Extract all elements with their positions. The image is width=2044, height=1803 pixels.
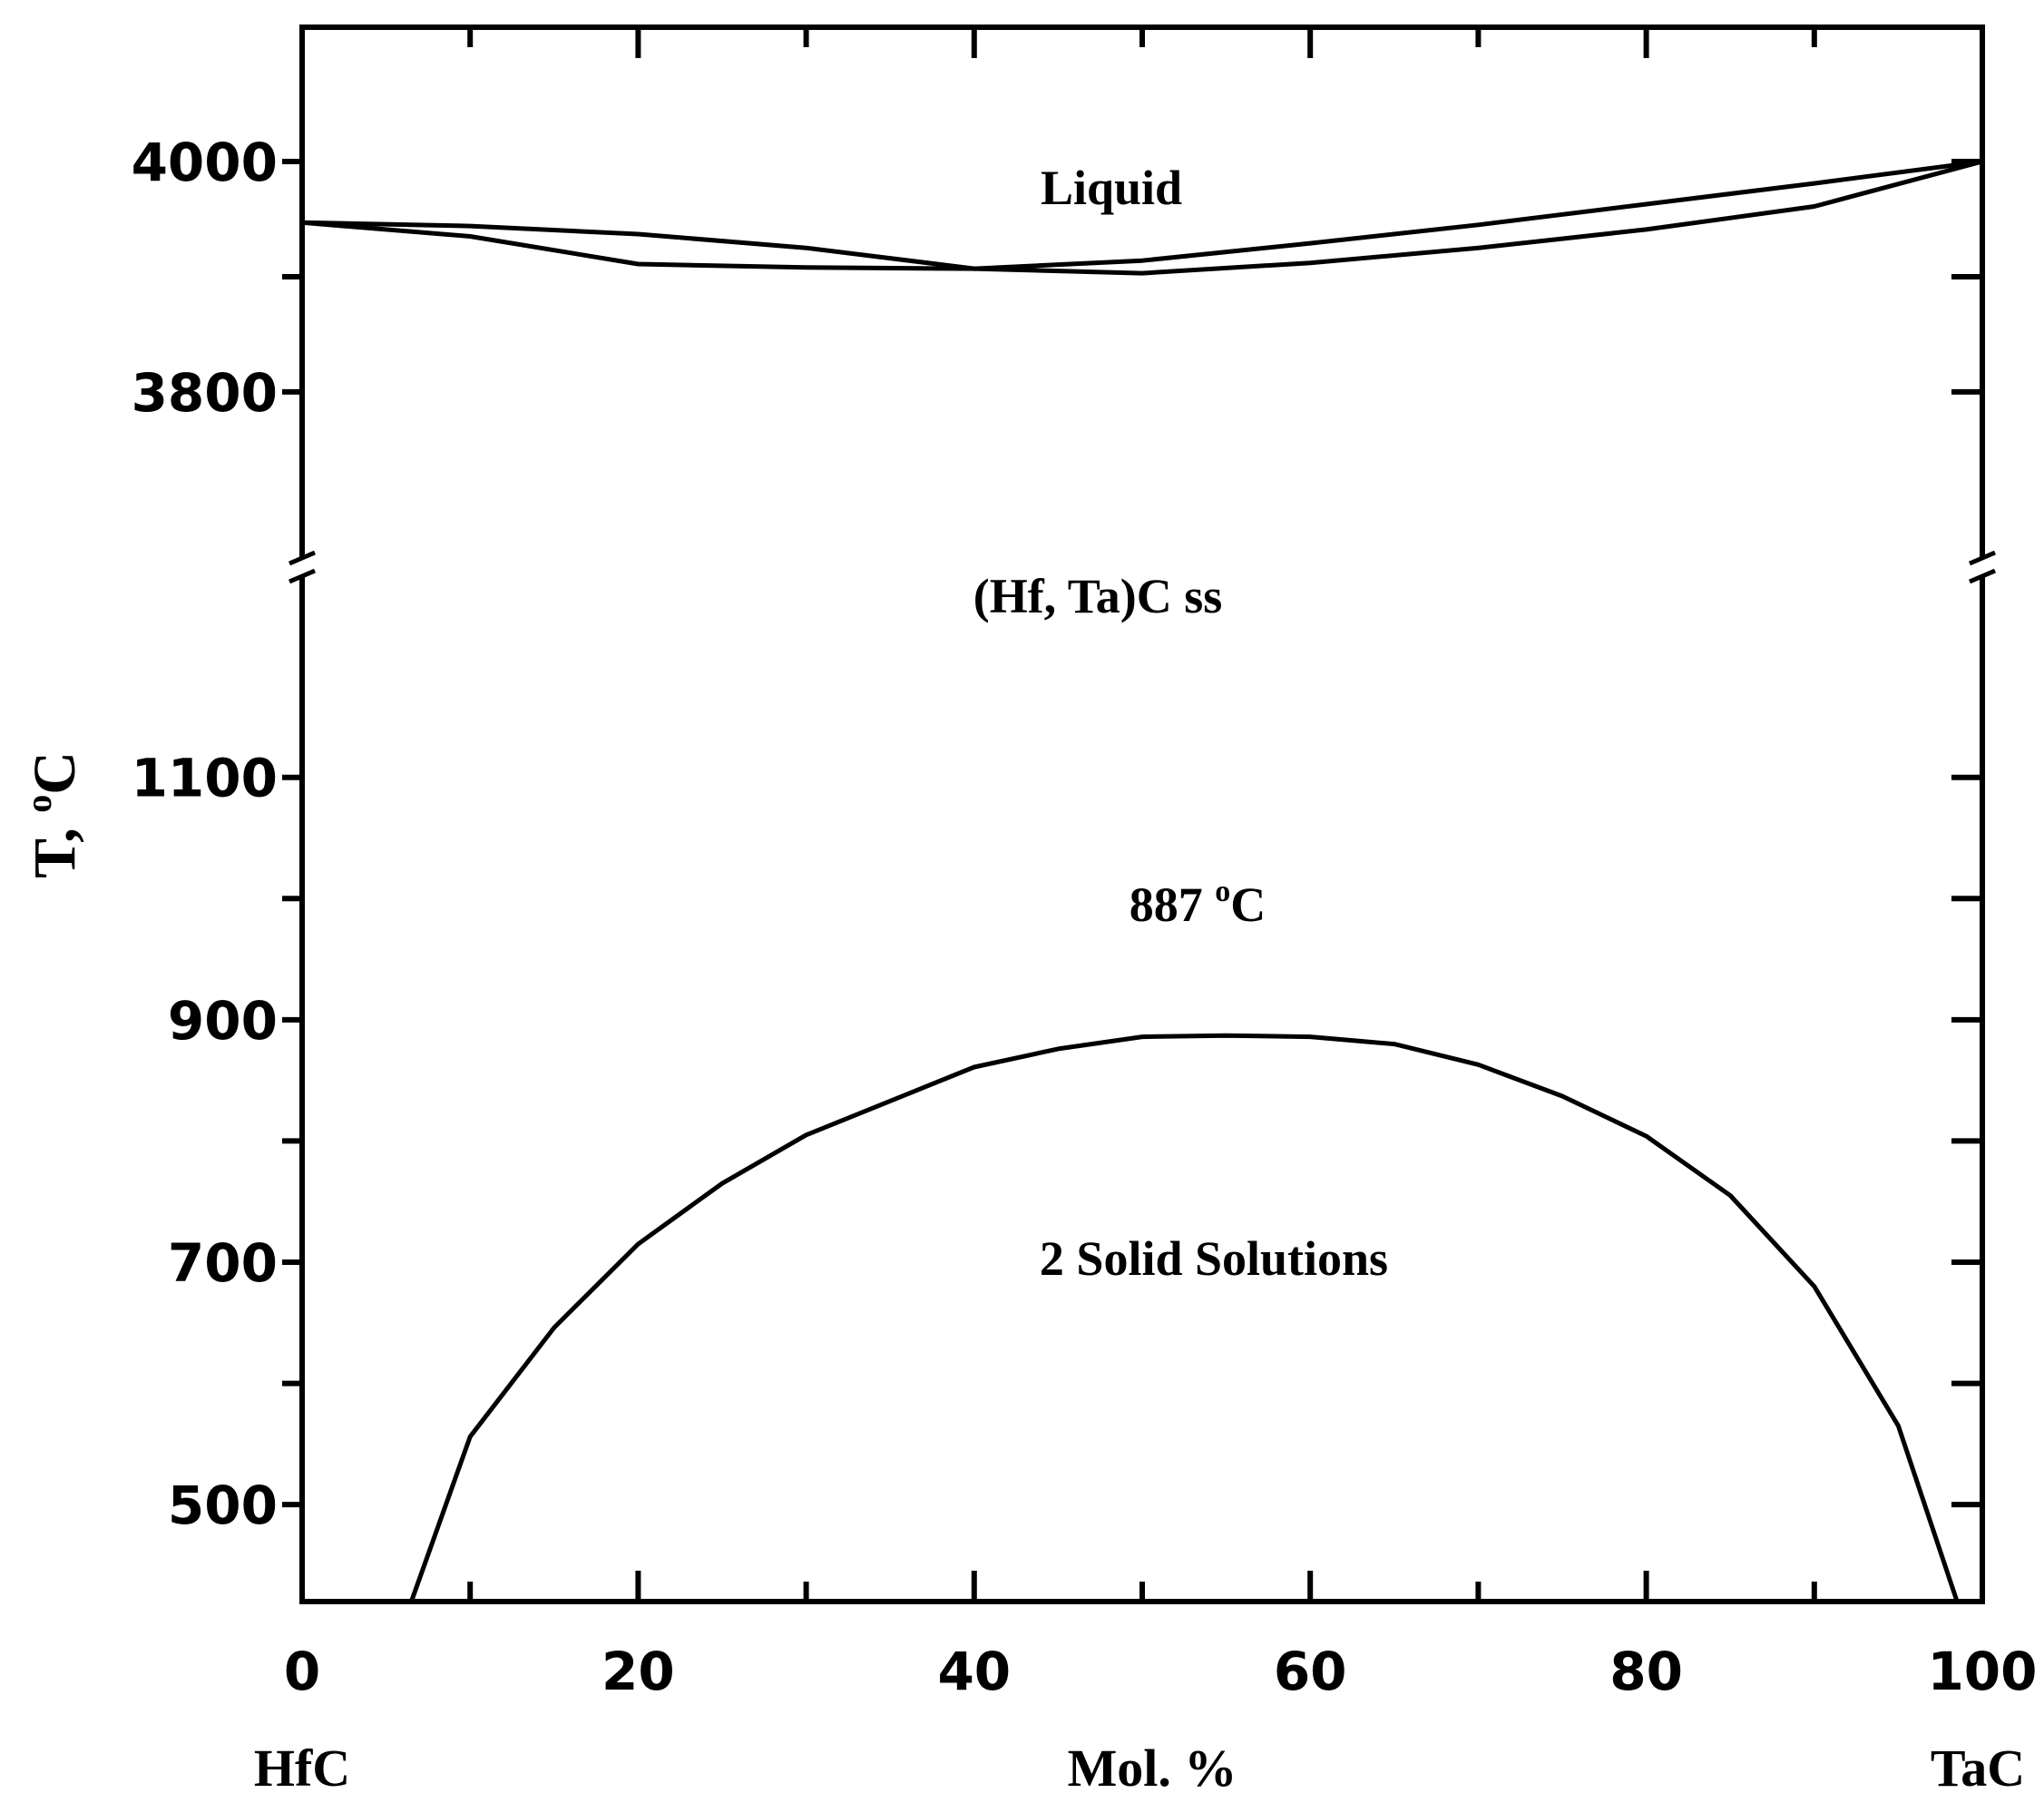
- y-tick-label: 900: [168, 990, 278, 1052]
- y-tick-label: 4000: [132, 132, 278, 193]
- x-tick-label: 60: [1274, 1641, 1347, 1702]
- y-tick-label: 1100: [132, 748, 278, 809]
- axis-break-slash-lower-right: [1969, 568, 1996, 584]
- y-tick-label: 700: [168, 1232, 278, 1294]
- axis-break-slash-lower-left: [289, 568, 316, 584]
- axis-break-slash-upper-left: [289, 550, 316, 566]
- y-tick-label: 500: [168, 1475, 278, 1536]
- peak-temperature-unit: C: [1230, 877, 1266, 932]
- y-axis-title: T, oC: [18, 751, 88, 878]
- x-tick-label: 40: [937, 1641, 1011, 1702]
- y-tick-label: 3800: [132, 362, 278, 424]
- peak-temperature-degree: o: [1215, 875, 1230, 908]
- series-line-liquidus: [299, 159, 1985, 271]
- plot-frame: [299, 24, 1985, 1604]
- x-endpoint-right-label: TaC: [1931, 1739, 2025, 1798]
- peak-temperature-label: 887 oC: [1130, 875, 1266, 932]
- y-axis-title-text: T,: [22, 813, 88, 878]
- axis-break-marks: [289, 550, 1996, 584]
- x-tick-label: 0: [284, 1641, 320, 1702]
- axis-break-slash-upper-right: [1969, 550, 1996, 566]
- y-axis-title-unit: C: [22, 751, 88, 795]
- region-label-liquid: Liquid: [1041, 161, 1182, 215]
- tick-labels: 0 20 40 60 80 100 500 700 900 1100 3800 4000: [132, 132, 2038, 1702]
- x-tick-label: 20: [601, 1641, 675, 1702]
- phase-boundaries: [299, 159, 1985, 1604]
- x-endpoint-left-label: HfC: [254, 1739, 350, 1798]
- y-axis-title-degree: o: [18, 795, 59, 813]
- series-line-solidus: [299, 159, 1985, 276]
- x-axis-title: Mol. %: [1068, 1739, 1237, 1798]
- axis-ticks: [282, 27, 1985, 1602]
- x-tick-label: 100: [1927, 1641, 2037, 1702]
- peak-temperature-value: 887: [1130, 877, 1216, 932]
- axis-break-gap-left: [295, 559, 309, 575]
- x-tick-label: 80: [1609, 1641, 1683, 1702]
- region-label-two-solid-solutions: 2 Solid Solutions: [1040, 1231, 1388, 1286]
- axis-break-gap-right: [1975, 559, 1990, 575]
- region-label-solid-solution: (Hf, Ta)C ss: [973, 569, 1223, 623]
- series-line-miscibility-gap: [408, 1033, 1960, 1604]
